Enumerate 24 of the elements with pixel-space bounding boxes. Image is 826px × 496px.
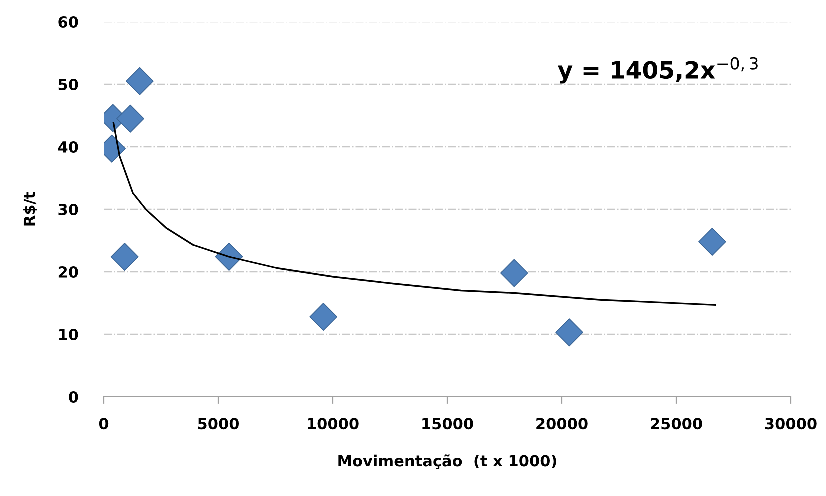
point xyxy=(116,104,145,133)
y-tick-label: 50 xyxy=(58,78,78,91)
point xyxy=(110,243,139,271)
x-tick-label: 10000 xyxy=(308,418,359,430)
x-tick-label: 0 xyxy=(99,418,109,430)
y-tick-label: 40 xyxy=(58,141,78,154)
point xyxy=(310,303,338,331)
x-tick-label: 30000 xyxy=(765,418,817,430)
x-tick-label: 15000 xyxy=(422,418,474,430)
annotation: y = 1405,2x$^{−0,3}$ xyxy=(558,57,758,84)
y-axis-title: R$/t xyxy=(24,192,38,226)
point xyxy=(556,318,584,347)
y-tick-label: 20 xyxy=(58,266,78,278)
x-tick-label: 5000 xyxy=(198,418,240,430)
x-tick-label: 25000 xyxy=(651,418,702,430)
x-axis-title: Movimentação (t x 1000) xyxy=(338,454,556,470)
y-tick-label: 10 xyxy=(59,328,78,341)
y-tick-label: 30 xyxy=(58,204,78,216)
point xyxy=(126,67,154,96)
y-tick-label: 0 xyxy=(69,391,78,404)
point xyxy=(500,259,528,288)
point xyxy=(698,228,726,256)
y-tick-label: 60 xyxy=(58,16,78,28)
x-tick-label: 20000 xyxy=(536,418,588,430)
